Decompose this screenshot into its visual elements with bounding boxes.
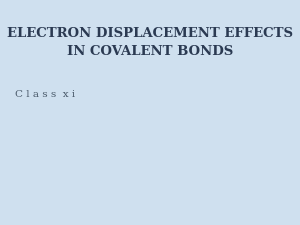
Text: ELECTRON DISPLACEMENT EFFECTS
IN COVALENT BONDS: ELECTRON DISPLACEMENT EFFECTS IN COVALEN… bbox=[7, 27, 293, 58]
Text: C l a s s  x i: C l a s s x i bbox=[15, 90, 75, 99]
